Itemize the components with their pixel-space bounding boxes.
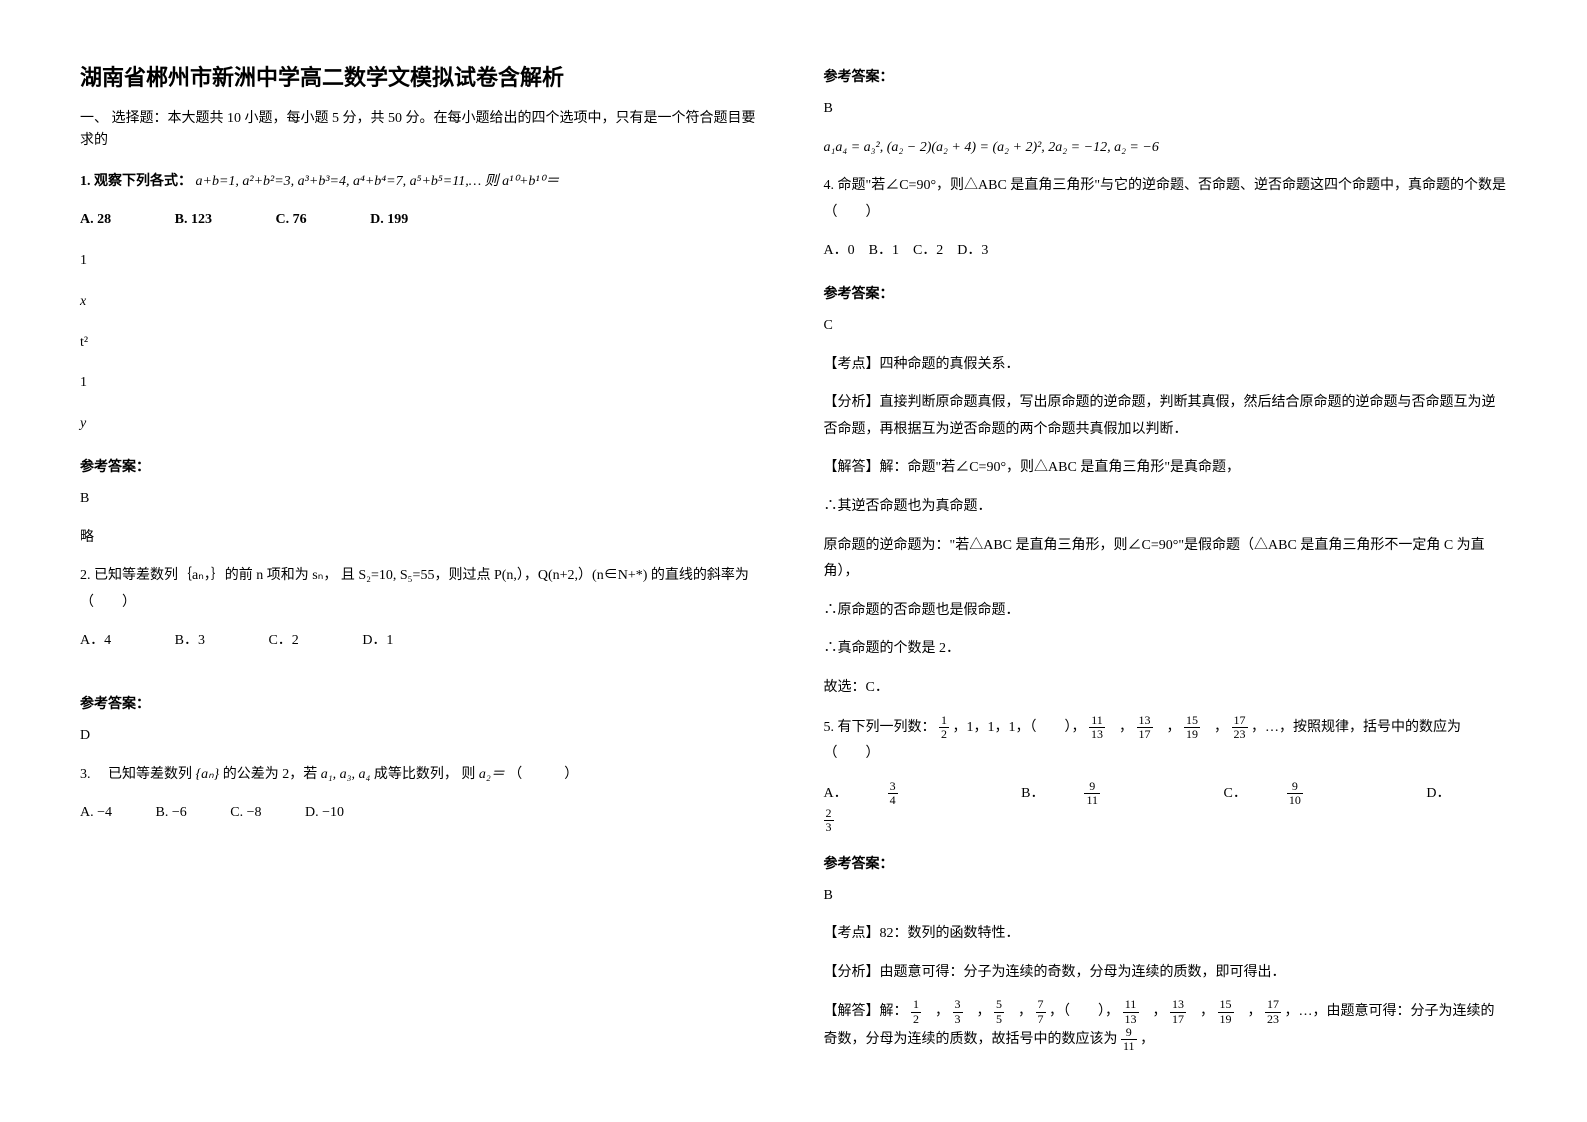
q1-note: 略	[80, 525, 764, 552]
q1-optA: A. 28	[80, 212, 111, 227]
q2-optC: C．2	[268, 633, 298, 648]
q2-optA: A．4	[80, 633, 111, 648]
q3-terms: a₁, a₃, a₄	[321, 767, 371, 782]
q1-expr: a+b=1, a²+b²=3, a³+b³=4, a⁴+b⁴=7, a⁵+b⁵=…	[196, 174, 560, 189]
q1-optD: D. 199	[370, 212, 408, 227]
q1-optB: B. 123	[175, 212, 212, 227]
q3-post: 成等比数列， 则	[374, 767, 476, 782]
q3-optB: B. −6	[156, 805, 187, 820]
q1-label: 1. 观察下列各式：	[80, 174, 192, 189]
left-column: 湖南省郴州市新洲中学高二数学文模拟试卷含解析 一、 选择题：本大题共 10 小题…	[80, 60, 764, 1062]
q1-v3: t²	[80, 328, 764, 359]
q5-answer: B	[824, 883, 1508, 910]
q1-answer-label: 参考答案：	[80, 456, 764, 476]
q4-answer: C	[824, 313, 1508, 340]
q3-optC: C. −8	[230, 805, 261, 820]
q4-sol4: ∴原命题的否命题也是假命题．	[824, 598, 1508, 625]
q5-mid: ，1，1，1，（ ），	[953, 719, 1086, 734]
q4-sol3: 原命题的逆命题为："若△ABC 是直角三角形，则∠C=90°"是假命题（△ABC…	[824, 533, 1508, 586]
q5-kp: 【考点】82：数列的函数特性．	[824, 921, 1508, 948]
q5-answer-label: 参考答案：	[824, 853, 1508, 873]
q3-end: （ ）	[508, 767, 578, 782]
q1-answer: B	[80, 486, 764, 513]
q4-sol5: ∴真命题的个数是 2．	[824, 636, 1508, 663]
q4-analysis: 【分析】直接判断原命题真假，写出原命题的逆命题，判断其真假，然后结合原命题的逆命…	[824, 390, 1508, 443]
section-header: 一、 选择题：本大题共 10 小题，每小题 5 分，共 50 分。在每小题给出的…	[80, 108, 764, 153]
q3-optA: A. −4	[80, 805, 112, 820]
question-3: 3. 已知等差数列 {aₙ} 的公差为 2，若 a₁, a₃, a₄ 成等比数列…	[80, 762, 764, 789]
q5-options: A．34 B．911 C．910 D．23	[824, 780, 1508, 835]
q4-kp: 【考点】四种命题的真假关系．	[824, 352, 1508, 379]
q4-sol1: 【解答】解：命题"若∠C=90°，则△ABC 是直角三角形"是真命题，	[824, 455, 1508, 482]
q4-sol2: ∴其逆否命题也为真命题．	[824, 494, 1508, 521]
question-2: 2. 已知等差数列｛aₙ，｝的前 n 项和为 sₙ， 且 S₂=10, S₅=5…	[80, 563, 764, 616]
q5-f3: 1317	[1137, 714, 1153, 741]
q4-answer-label: 参考答案：	[824, 283, 1508, 303]
q1-optC: C. 76	[275, 212, 306, 227]
question-4: 4. 命题"若∠C=90°，则△ABC 是直角三角形"与它的逆命题、否命题、逆否…	[824, 173, 1508, 226]
q2-optD: D．1	[362, 633, 393, 648]
q3-answer-label: 参考答案：	[824, 66, 1508, 86]
q2-answer-label: 参考答案：	[80, 693, 764, 713]
q3-answer: B	[824, 96, 1508, 123]
q1-v4: 1	[80, 368, 764, 399]
q3-mid: 的公差为 2，若	[223, 767, 318, 782]
q3-options: A. −4 B. −6 C. −8 D. −10	[80, 800, 764, 827]
q5-f5: 1723	[1232, 714, 1248, 741]
q1-v2: x	[80, 287, 764, 318]
q1-v1: 1	[80, 246, 764, 277]
q5-f4: 1519	[1184, 714, 1200, 741]
q3-eq: a₂＝	[479, 767, 505, 782]
q5-optC: C．910	[1224, 786, 1383, 801]
q2-options: A．4 B．3 C．2 D．1	[80, 628, 764, 655]
q5-optB: B．911	[1021, 786, 1180, 801]
q5-analysis: 【分析】由题意可得：分子为连续的奇数，分母为连续的质数，即可得出．	[824, 960, 1508, 987]
q5-f1: 12	[939, 714, 949, 741]
q2-optB: B．3	[175, 633, 205, 648]
q5-solution: 【解答】解： 12 ， 33 ， 55 ， 77 ，（ ）， 1113 ， 13…	[824, 998, 1508, 1053]
q5-f2: 1113	[1089, 714, 1105, 741]
q1-v5: y	[80, 409, 764, 440]
q5-pre: 5. 有下列一列数：	[824, 719, 936, 734]
q3-seq: {aₙ}	[196, 767, 220, 782]
q4-sol6: 故选：C．	[824, 675, 1508, 702]
q4-opts: A．0 B．1 C．2 D．3	[824, 238, 1508, 265]
q3-work: a₁a₄ = a₃², (a₂ − 2)(a₂ + 4) = (a₂ + 2)²…	[824, 135, 1508, 162]
q3-pre: 3. 已知等差数列	[80, 767, 192, 782]
right-column: 参考答案： B a₁a₄ = a₃², (a₂ − 2)(a₂ + 4) = (…	[824, 60, 1508, 1062]
page-title: 湖南省郴州市新洲中学高二数学文模拟试卷含解析	[80, 60, 764, 92]
q3-optD: D. −10	[305, 805, 344, 820]
q2-answer: D	[80, 723, 764, 750]
q5-optA: A．34	[824, 786, 978, 801]
q1-options: A. 28 B. 123 C. 76 D. 199	[80, 207, 764, 234]
question-1: 1. 观察下列各式： a+b=1, a²+b²=3, a³+b³=4, a⁴+b…	[80, 169, 764, 196]
question-5: 5. 有下列一列数： 12 ，1，1，1，（ ）， 1113 ， 1317 ， …	[824, 714, 1508, 768]
